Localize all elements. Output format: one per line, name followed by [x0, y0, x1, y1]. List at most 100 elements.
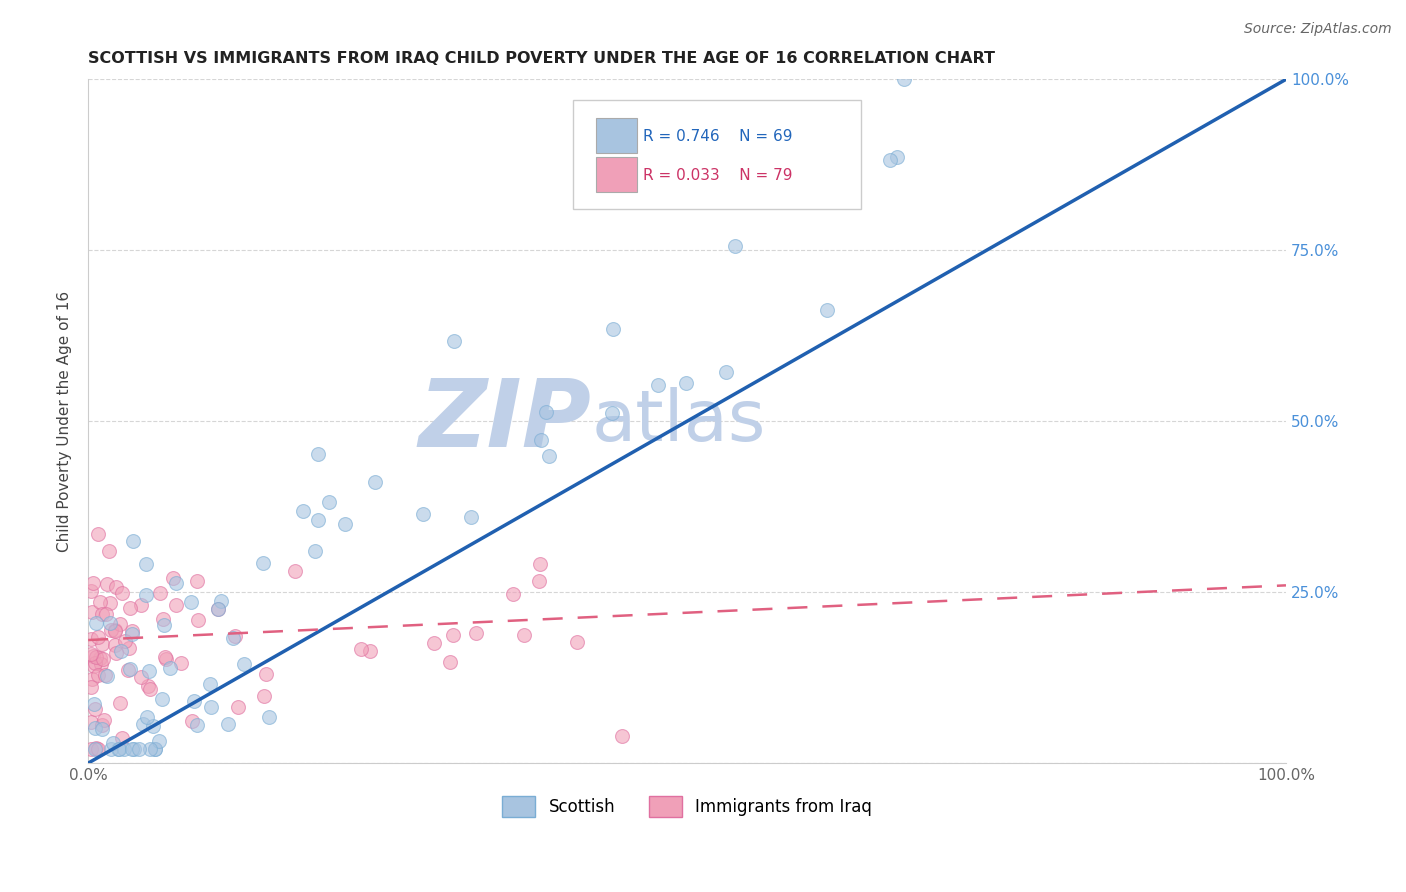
Point: [128, 742, 150, 756]
Point: [233, 657, 256, 671]
Point: [879, 153, 901, 167]
Point: [121, 624, 143, 638]
Point: [162, 571, 184, 585]
Point: [252, 556, 274, 570]
Point: [153, 618, 176, 632]
Point: [180, 594, 202, 608]
Point: [529, 574, 551, 588]
Point: [79, 647, 101, 661]
Point: [359, 644, 381, 658]
Point: [716, 365, 738, 379]
Point: [513, 628, 536, 642]
Point: [530, 434, 553, 448]
Point: [79, 681, 101, 695]
Point: [291, 504, 314, 518]
Point: [308, 513, 330, 527]
Point: [108, 696, 131, 710]
Point: [422, 636, 444, 650]
Point: [108, 742, 131, 756]
Point: [118, 662, 141, 676]
Point: [186, 574, 208, 588]
Point: [82, 575, 104, 590]
Point: [200, 700, 222, 714]
Text: ZIP: ZIP: [419, 376, 592, 467]
FancyBboxPatch shape: [574, 100, 860, 210]
Point: [142, 719, 165, 733]
Point: [724, 239, 747, 253]
Point: [84, 650, 107, 665]
Point: [79, 584, 101, 599]
Point: [118, 601, 141, 615]
Point: [198, 676, 221, 690]
Point: [304, 544, 326, 558]
Point: [87, 742, 110, 756]
Point: [207, 602, 229, 616]
Point: [91, 607, 114, 621]
Point: [129, 670, 152, 684]
Point: [105, 580, 128, 594]
Point: [138, 664, 160, 678]
Point: [706, 179, 728, 194]
Point: [104, 623, 127, 637]
Point: [83, 702, 105, 716]
Point: [98, 596, 121, 610]
Point: [117, 663, 139, 677]
Point: [110, 644, 132, 658]
Point: [148, 734, 170, 748]
Point: [257, 710, 280, 724]
Point: [139, 742, 162, 756]
Point: [333, 517, 356, 532]
Point: [209, 593, 232, 607]
Point: [350, 642, 373, 657]
Point: [222, 631, 245, 645]
Point: [502, 587, 524, 601]
Point: [87, 668, 110, 682]
Point: [96, 577, 118, 591]
Point: [307, 447, 329, 461]
Point: [79, 714, 101, 729]
Point: [226, 699, 249, 714]
Point: [104, 624, 127, 638]
Point: [165, 598, 187, 612]
Point: [87, 630, 110, 644]
Y-axis label: Child Poverty Under the Age of 16: Child Poverty Under the Age of 16: [58, 291, 72, 552]
Point: [224, 629, 246, 643]
Point: [94, 607, 117, 621]
Text: R = 0.746    N = 69: R = 0.746 N = 69: [643, 128, 792, 144]
Point: [118, 641, 141, 656]
Point: [114, 633, 136, 648]
Point: [815, 303, 838, 318]
Point: [610, 729, 633, 743]
Point: [90, 722, 112, 736]
Point: [132, 716, 155, 731]
Point: [284, 564, 307, 578]
Point: [207, 602, 229, 616]
Point: [155, 652, 177, 666]
Point: [460, 509, 482, 524]
Point: [534, 405, 557, 419]
Point: [159, 661, 181, 675]
FancyBboxPatch shape: [596, 119, 637, 153]
Point: [149, 586, 172, 600]
Point: [83, 742, 105, 756]
Point: [86, 526, 108, 541]
Point: [121, 742, 143, 756]
Point: [80, 605, 103, 619]
Point: [886, 150, 908, 164]
Point: [131, 599, 153, 613]
Point: [110, 585, 132, 599]
Point: [93, 713, 115, 727]
Point: [165, 576, 187, 591]
Point: [143, 742, 166, 756]
Point: [79, 632, 101, 646]
Point: [602, 322, 624, 336]
Point: [443, 334, 465, 349]
Legend: Scottish, Immigrants from Iraq: Scottish, Immigrants from Iraq: [495, 789, 879, 823]
Point: [465, 625, 488, 640]
Point: [565, 635, 588, 649]
Text: R = 0.033    N = 79: R = 0.033 N = 79: [643, 168, 792, 183]
Point: [170, 657, 193, 671]
Point: [537, 449, 560, 463]
Point: [181, 714, 204, 728]
Point: [84, 616, 107, 631]
